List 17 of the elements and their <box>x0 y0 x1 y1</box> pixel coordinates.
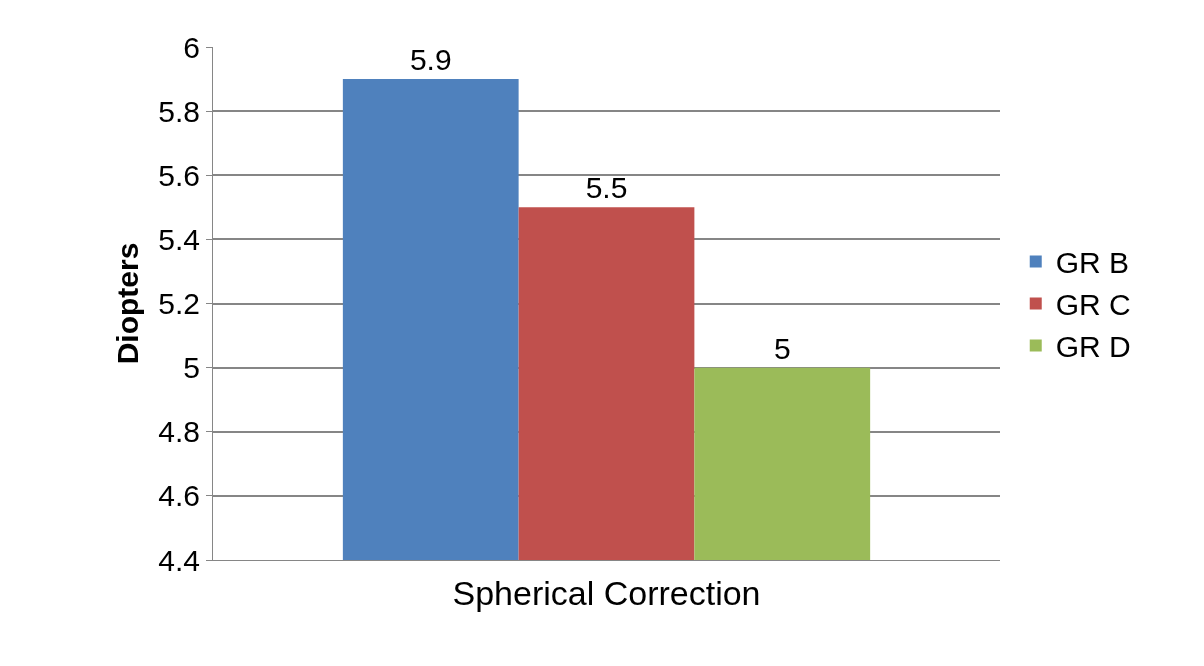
legend-label: GR C <box>1055 288 1131 322</box>
legend-label: GR B <box>1055 246 1130 280</box>
y-tick-label: 4.4 <box>158 543 200 577</box>
data-label: 5 <box>773 331 791 365</box>
y-tick-label: 6 <box>183 30 200 64</box>
data-label: 5.5 <box>585 171 628 205</box>
y-tick-label: 5 <box>183 351 200 385</box>
y-tick-label: 5.6 <box>158 158 200 192</box>
y-tick-label: 5.2 <box>158 287 200 320</box>
y-tick-label: 4.8 <box>158 415 200 449</box>
x-axis-title: Spherical Correction <box>452 574 761 613</box>
y-axis-title: Diopters <box>111 242 145 365</box>
y-tick-label: 5.8 <box>158 94 200 128</box>
legend-label: GR D <box>1055 330 1131 364</box>
data-label: 5.9 <box>409 43 452 77</box>
y-tick-label: 4.6 <box>158 479 200 513</box>
y-tick-label: 5.4 <box>158 222 200 256</box>
